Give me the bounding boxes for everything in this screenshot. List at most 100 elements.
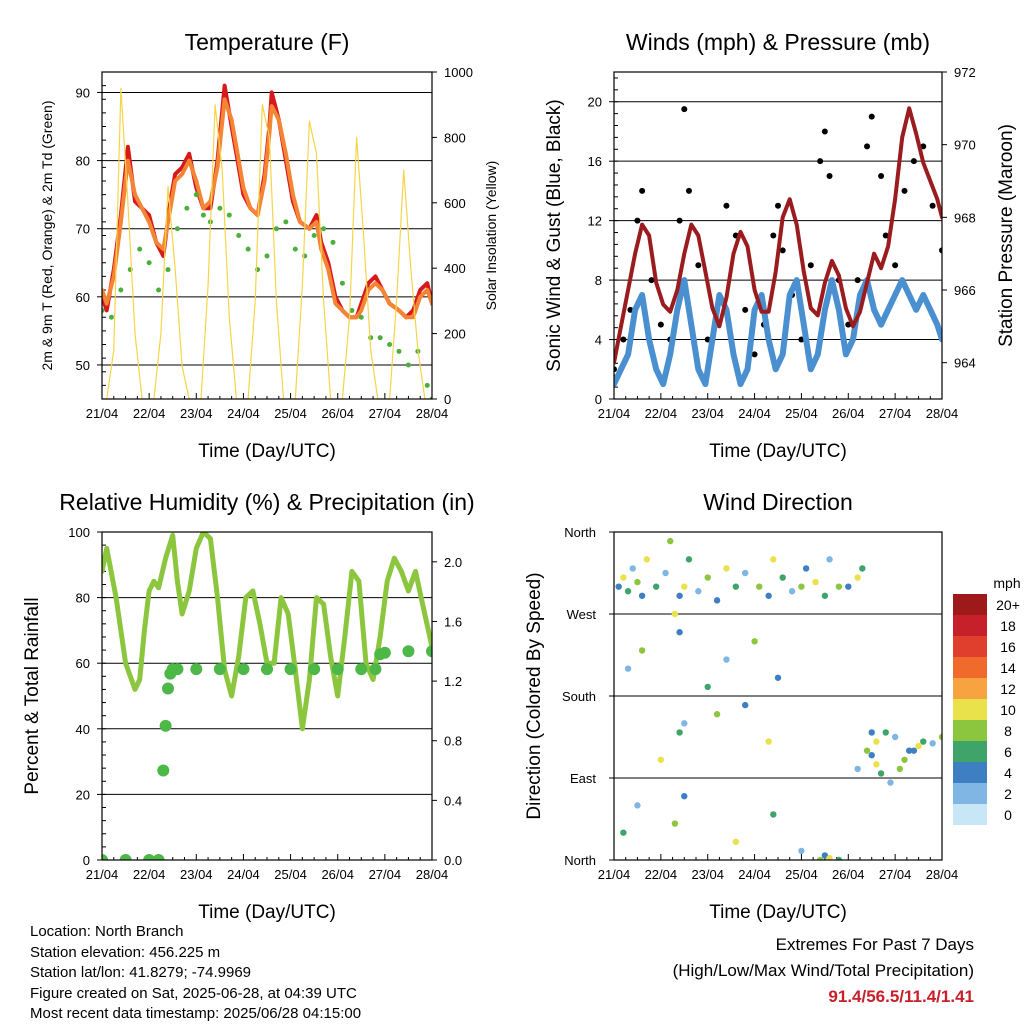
- temperature-ytick-label: 70: [76, 222, 90, 237]
- colorbar-swatch: [953, 741, 987, 762]
- direction-series-0-point: [686, 556, 692, 562]
- colorbar-swatch: [953, 678, 987, 699]
- direction-series-0-point: [681, 720, 687, 726]
- direction-series-0-point: [854, 574, 860, 580]
- direction-series-0-point: [676, 593, 682, 599]
- humidity-xtick-label: 22/04: [133, 867, 166, 882]
- direction-series-0-point: [822, 593, 828, 599]
- temperature-y2tick-label: 1000: [444, 65, 473, 80]
- temperature-plot-area: [100, 86, 435, 402]
- direction-series-0-point: [812, 579, 818, 585]
- winds-series-0-point: [658, 322, 664, 328]
- direction-plot-area: [615, 538, 945, 863]
- humidity-series-1-point: [171, 663, 183, 675]
- colorbar-label: 4: [1004, 765, 1012, 781]
- direction-xlabel: Time (Day/UTC): [709, 902, 847, 923]
- direction-series-0-point: [920, 738, 926, 744]
- winds-series-0-point: [822, 128, 828, 134]
- temperature-series-2-point: [184, 206, 189, 211]
- temperature-frame: [102, 72, 432, 399]
- colorbar-label: 14: [1000, 660, 1016, 676]
- winds-series-0-point: [695, 262, 701, 268]
- winds-y2label: Station Pressure (Maroon): [996, 124, 1017, 347]
- direction-xtick-label: 23/04: [691, 867, 724, 882]
- temperature-series-2-point: [406, 362, 411, 367]
- direction-series-0-point: [639, 647, 645, 653]
- direction-series-0-point: [826, 556, 832, 562]
- humidity-plot-area: [96, 532, 438, 866]
- colorbar-swatch: [953, 720, 987, 741]
- colorbar-label: 0: [1004, 807, 1012, 823]
- direction-series-0-point: [892, 734, 898, 740]
- temperature-series-2-point: [321, 226, 326, 231]
- timestamp-text: Most recent data timestamp: 2025/06/28 0…: [30, 1004, 361, 1025]
- direction-xtick-label: 27/04: [879, 867, 912, 882]
- colorbar-swatch: [953, 615, 987, 636]
- direction-series-0-point: [714, 711, 720, 717]
- temperature-xtick-label: 24/04: [227, 406, 260, 421]
- elevation-text: Station elevation: 456.225 m: [30, 943, 361, 964]
- humidity-series-1-point: [190, 663, 202, 675]
- winds-xtick-label: 21/04: [598, 406, 631, 421]
- temperature-ytick-label: 60: [76, 290, 90, 305]
- winds-series-0-point: [686, 188, 692, 194]
- humidity-y2tick-label: 1.2: [444, 674, 462, 689]
- direction-series-0-point: [672, 820, 678, 826]
- latlon-text: Station lat/lon: 41.8279; -74.9969: [30, 963, 361, 984]
- humidity-series-0-line: [102, 532, 432, 729]
- direction-series-0-point: [770, 556, 776, 562]
- temperature-series-2-point: [397, 349, 402, 354]
- direction-xtick-label: 21/04: [598, 867, 631, 882]
- temperature-series-2-point: [194, 192, 199, 197]
- colorbar-swatch: [953, 594, 987, 615]
- temperature-y2tick-label: 400: [444, 261, 466, 276]
- humidity-y2tick-label: 0.0: [444, 853, 462, 868]
- direction-series-0-point: [798, 848, 804, 854]
- temperature-ytick-label: 90: [76, 85, 90, 100]
- temperature-series-2-point: [109, 315, 114, 320]
- winds-series-0-point: [775, 203, 781, 209]
- winds-series-0-point: [878, 173, 884, 179]
- direction-series-0-point: [634, 802, 640, 808]
- direction-series-0-point: [615, 583, 621, 589]
- humidity-xtick-label: 23/04: [180, 867, 213, 882]
- temperature-y2tick-label: 0: [444, 392, 451, 407]
- winds-series-0-point: [892, 262, 898, 268]
- humidity-ytick-label: 20: [76, 787, 90, 802]
- direction-series-0-point: [756, 583, 762, 589]
- winds-y2tick-label: 970: [954, 138, 976, 153]
- humidity-xtick-label: 26/04: [321, 867, 354, 882]
- winds-y2tick-label: 966: [954, 283, 976, 298]
- direction-series-0-point: [681, 583, 687, 589]
- temperature-series-2-point: [387, 342, 392, 347]
- direction-xtick-label: 24/04: [738, 867, 771, 882]
- humidity-y2tick-label: 1.6: [444, 614, 462, 629]
- extremes-title: Extremes For Past 7 Days: [673, 932, 974, 958]
- direction-ytick-label: North: [564, 853, 596, 868]
- direction-series-0-point: [897, 766, 903, 772]
- direction-series-0-point: [625, 665, 631, 671]
- winds-y2tick-label: 972: [954, 65, 976, 80]
- temperature-series-2-point: [368, 335, 373, 340]
- direction-series-0-point: [906, 747, 912, 753]
- temperature-series-2-point: [246, 247, 251, 252]
- direction-ytick-label: West: [567, 607, 597, 622]
- winds-series-0-point: [770, 233, 776, 239]
- humidity-series-1-point: [162, 683, 174, 695]
- humidity-ylabel: Percent & Total Rainfall: [22, 597, 43, 794]
- direction-ylabel: Direction (Colored By Speed): [524, 572, 545, 819]
- direction-series-0-point: [658, 757, 664, 763]
- temperature-series-2-point: [227, 213, 232, 218]
- station-info: Location: North Branch Station elevation…: [30, 922, 361, 1025]
- temperature-y2tick-label: 200: [444, 327, 466, 342]
- temperature-series-2-point: [201, 213, 206, 218]
- humidity-ytick-label: 40: [76, 722, 90, 737]
- colorbar-label: 20+: [996, 597, 1020, 613]
- winds-series-0-point: [902, 188, 908, 194]
- winds-xtick-label: 28/04: [926, 406, 959, 421]
- direction-series-0-point: [644, 556, 650, 562]
- colorbar-title: mph: [993, 575, 1020, 591]
- winds-series-0-point: [634, 218, 640, 224]
- winds-ytick-label: 16: [588, 154, 602, 169]
